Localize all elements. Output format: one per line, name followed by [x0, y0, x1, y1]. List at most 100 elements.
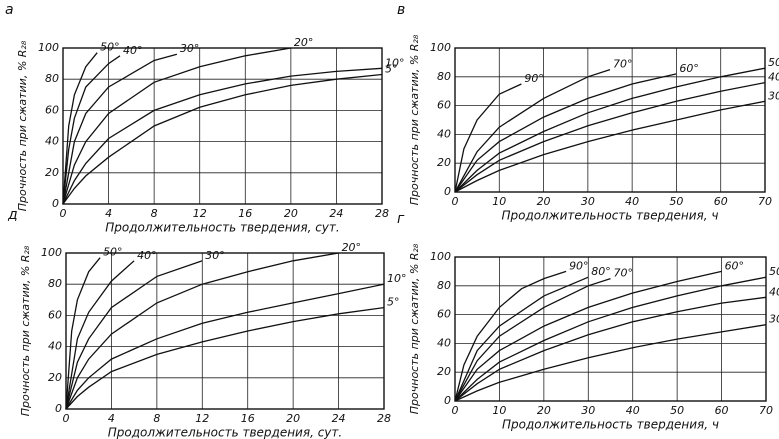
- x-tick-label: 8: [153, 412, 160, 425]
- panel-label: а: [5, 2, 14, 18]
- plot-frame: [65, 252, 385, 410]
- curve: [65, 252, 339, 410]
- curve-label: 90°: [569, 259, 589, 272]
- x-tick-label: 20: [284, 207, 298, 220]
- x-tick-label: 12: [195, 412, 209, 425]
- y-tick-label: 80: [437, 70, 451, 83]
- y-tick-label: 100: [430, 250, 451, 263]
- x-tick-label: 4: [108, 412, 115, 425]
- curve-label: 60°: [679, 62, 699, 75]
- x-tick-label: 50: [670, 404, 684, 417]
- curve: [454, 270, 722, 402]
- y-tick-label: 60: [437, 308, 451, 321]
- curve: [65, 257, 101, 410]
- plot-frame: [454, 256, 767, 402]
- curve-label: 40°: [769, 285, 779, 298]
- x-axis-label: Продолжительность твердения, сут.: [105, 221, 339, 235]
- curve: [454, 296, 767, 402]
- curve-label: 70°: [614, 267, 634, 280]
- panel-label: д: [7, 207, 18, 223]
- x-tick-label: 0: [452, 195, 459, 208]
- curve-label: 30°: [769, 313, 779, 326]
- curve-label: 40°: [137, 249, 157, 262]
- x-tick-label: 70: [759, 404, 773, 417]
- y-tick-label: 60: [437, 99, 451, 112]
- panel-label: г: [397, 211, 405, 227]
- x-axis-label: Продолжительность твердения, ч: [501, 209, 718, 223]
- x-tick-label: 10: [492, 195, 506, 208]
- x-tick-label: 60: [715, 404, 729, 417]
- y-tick-label: 40: [437, 336, 451, 349]
- curve-label: 50°: [769, 265, 779, 278]
- curve-label: 50°: [768, 56, 779, 69]
- x-tick-label: 8: [151, 207, 158, 220]
- curve: [65, 260, 135, 410]
- curve: [62, 67, 383, 205]
- curve: [62, 53, 178, 205]
- y-tick-label: 100: [41, 246, 62, 259]
- y-tick-label: 80: [437, 279, 451, 292]
- curve: [454, 276, 767, 402]
- y-axis-label: Прочность при сжатии, % R₂₈: [16, 40, 29, 211]
- x-tick-label: 40: [626, 404, 640, 417]
- curve: [454, 100, 766, 193]
- y-tick-label: 80: [48, 277, 62, 290]
- curve-label: 30°: [180, 42, 200, 55]
- curve-label: 20°: [294, 36, 314, 49]
- curve-label: 40°: [768, 71, 779, 84]
- x-tick-label: 0: [452, 404, 459, 417]
- x-tick-label: 24: [332, 412, 346, 425]
- curve-label: 5°: [385, 63, 398, 76]
- x-tick-label: 20: [286, 412, 300, 425]
- x-axis-label: Продолжительность твердения, ч: [502, 418, 719, 432]
- curve-label: 10°: [387, 272, 407, 285]
- curve-label: 20°: [342, 241, 362, 254]
- curve: [65, 283, 385, 410]
- y-tick-label: 100: [38, 41, 59, 54]
- curve-label: 40°: [123, 44, 143, 57]
- curve: [454, 324, 767, 402]
- y-tick-label: 60: [45, 103, 59, 116]
- y-tick-label: 40: [45, 135, 59, 148]
- x-tick-label: 20: [537, 195, 551, 208]
- x-tick-label: 16: [241, 412, 255, 425]
- x-tick-label: 28: [377, 412, 391, 425]
- curve: [65, 306, 385, 410]
- y-tick-label: 20: [437, 156, 451, 169]
- x-tick-label: 70: [758, 195, 772, 208]
- curve: [454, 81, 766, 193]
- x-tick-label: 10: [492, 404, 506, 417]
- curve: [62, 55, 121, 205]
- x-tick-label: 0: [60, 207, 67, 220]
- curve: [62, 52, 98, 205]
- curve: [62, 73, 383, 205]
- curve: [454, 276, 589, 402]
- curve: [454, 277, 611, 402]
- y-tick-label: 60: [48, 308, 62, 321]
- x-tick-label: 60: [714, 195, 728, 208]
- curve: [454, 68, 611, 193]
- x-tick-label: 0: [63, 412, 70, 425]
- curve-label: 90°: [524, 72, 544, 85]
- curve-label: 10°: [385, 56, 405, 69]
- x-axis-label: Продолжительность твердения, сут.: [108, 426, 342, 439]
- x-tick-label: 30: [581, 404, 595, 417]
- curve: [454, 83, 522, 193]
- y-axis-label: Прочность при сжатии, % R₂₈: [408, 243, 421, 414]
- curve: [62, 47, 292, 205]
- x-tick-label: 40: [625, 195, 639, 208]
- curve-label: 30°: [768, 89, 779, 102]
- y-tick-label: 0: [55, 402, 62, 415]
- curve-label: 5°: [387, 296, 400, 309]
- y-tick-label: 0: [444, 394, 451, 407]
- curve-label: 80°: [591, 265, 611, 278]
- y-tick-label: 0: [444, 185, 451, 198]
- y-tick-label: 20: [437, 365, 451, 378]
- panel-label: в: [397, 2, 405, 18]
- curve-label: 60°: [725, 259, 745, 272]
- y-tick-label: 80: [45, 72, 59, 85]
- curve-label: 30°: [205, 249, 225, 262]
- y-tick-label: 20: [45, 166, 59, 179]
- x-tick-label: 24: [329, 207, 343, 220]
- x-tick-label: 16: [238, 207, 252, 220]
